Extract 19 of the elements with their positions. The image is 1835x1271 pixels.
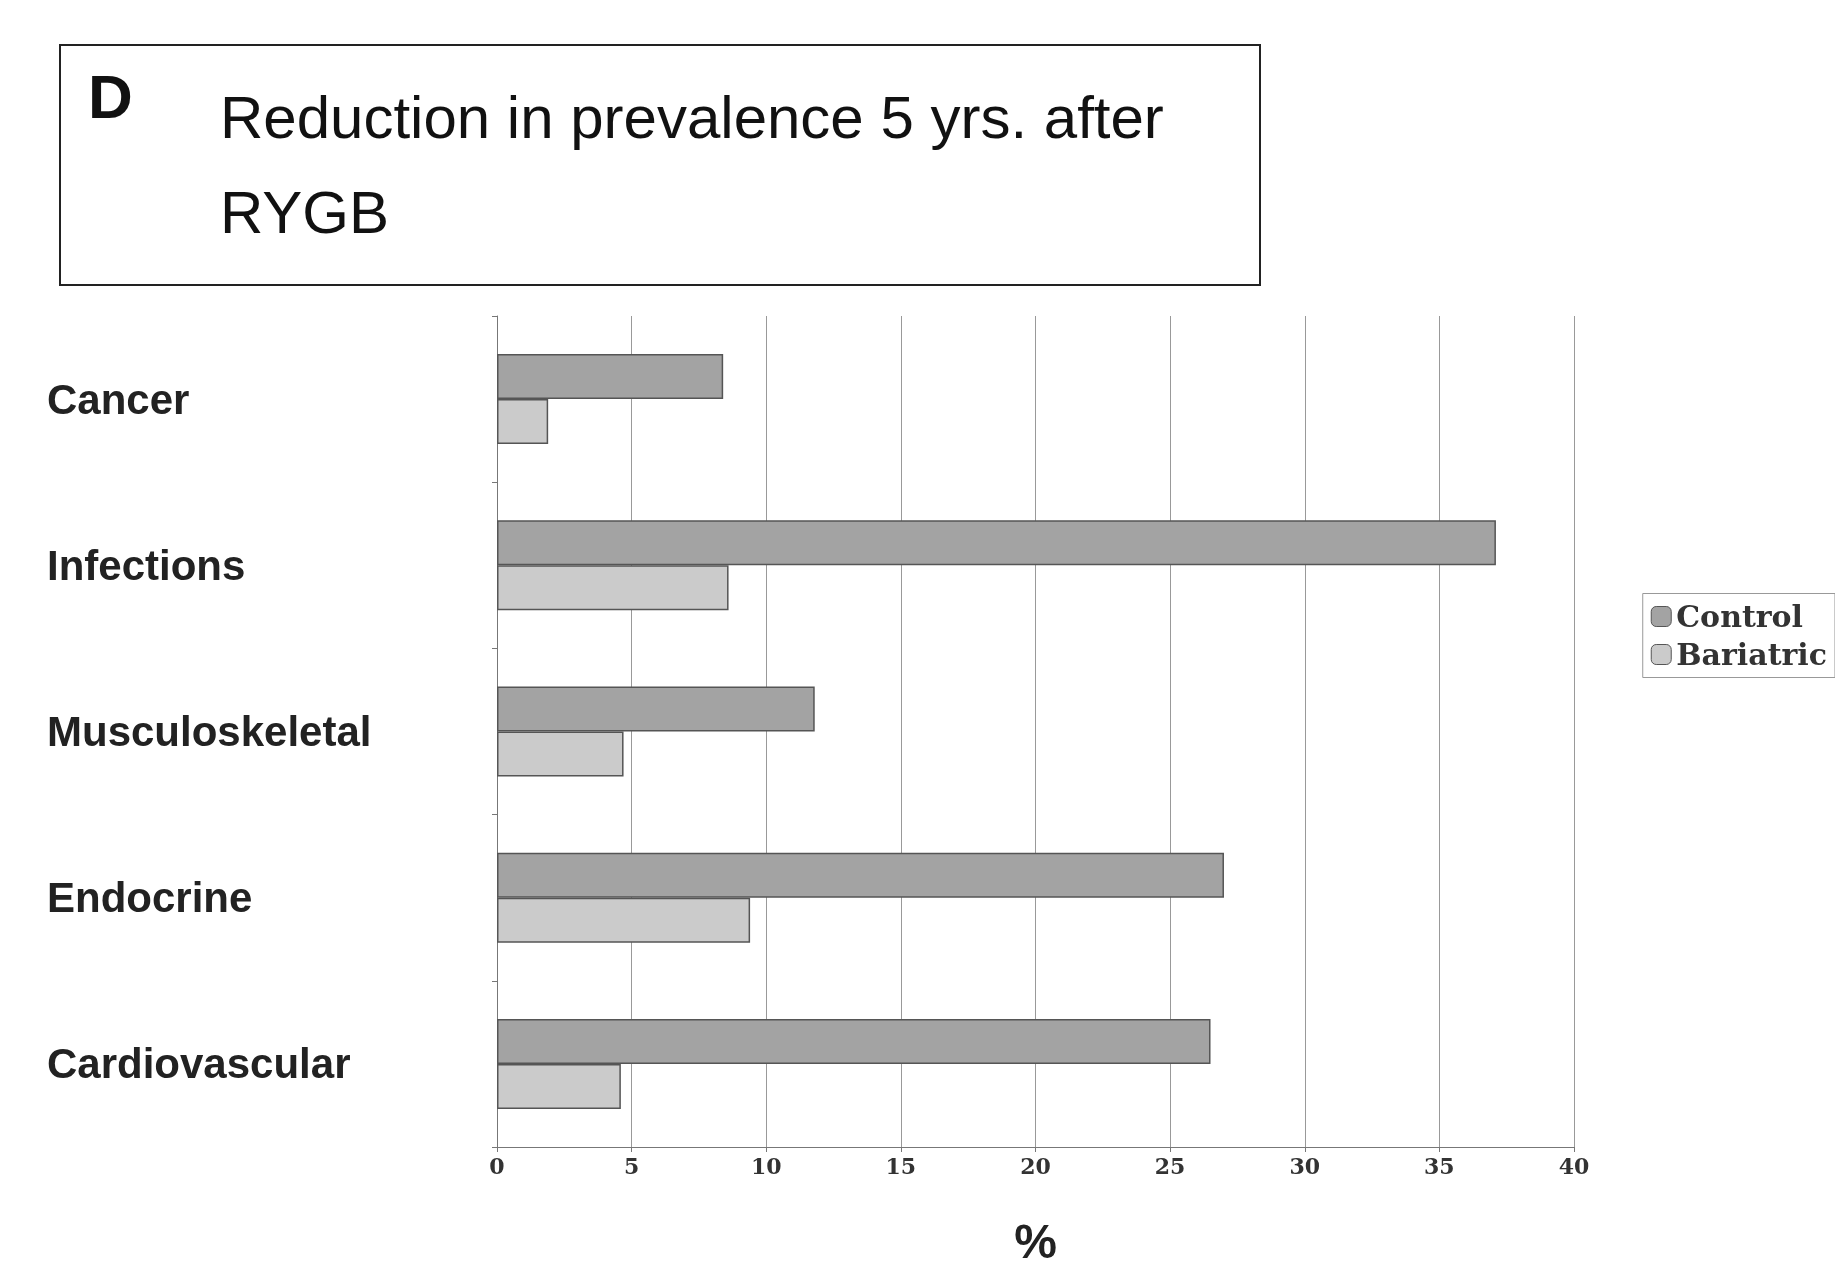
y-tick-label: Cancer [47,375,190,423]
chart-title: Reduction in prevalence 5 yrs. after RYGB [220,84,1181,246]
x-tick-label: 40 [1558,1153,1590,1179]
x-tick-label: 5 [623,1153,640,1179]
legend-label: Control [1676,599,1804,634]
x-tick-label: 15 [885,1153,917,1179]
y-tick-label: Endocrine [47,874,253,922]
legend-label: Bariatric [1676,637,1827,672]
x-tick-label: 20 [1020,1153,1051,1179]
text: D [88,61,133,131]
y-tick-label: Cardiovascular [47,1040,351,1088]
x-axis-title: % [1014,1214,1057,1268]
x-tick-label: 25 [1154,1153,1186,1179]
x-tick-label: 10 [750,1153,782,1179]
y-tick-label: Musculoskeletal [47,708,372,755]
x-tick-label: 0 [489,1153,505,1179]
x-tick-label: 35 [1424,1153,1455,1179]
x-tick-label: 30 [1289,1153,1321,1179]
y-tick-label: Infections [47,541,246,589]
